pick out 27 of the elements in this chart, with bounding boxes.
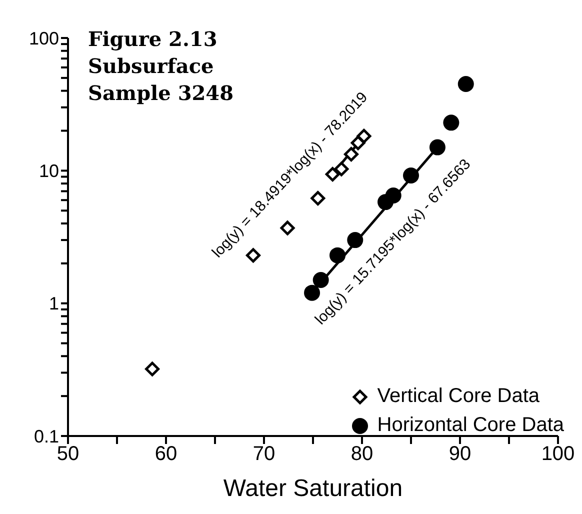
y-tick-label: 1: [48, 294, 59, 314]
text: Figure 2.13 Subsurface Sample 3248: [88, 26, 234, 107]
x-axis-title: Water Saturation: [223, 475, 403, 502]
point: [403, 167, 419, 184]
point: [325, 166, 340, 182]
point: [312, 272, 329, 288]
point: [334, 162, 349, 176]
y-tick-label: 100: [28, 28, 59, 48]
point: [145, 362, 160, 376]
point: [458, 76, 474, 92]
y-tick-label: 10: [38, 161, 59, 182]
x-tick-label: 100: [541, 443, 575, 466]
point: [280, 220, 295, 236]
point: [246, 248, 260, 263]
point: [330, 247, 346, 264]
point: [443, 114, 460, 131]
legend-label: Horizontal Core Data: [377, 413, 564, 438]
x-tick-label: 50: [56, 443, 80, 466]
x-tick-label: 90: [448, 443, 472, 466]
x-tick-label: 60: [154, 443, 178, 466]
point: [344, 146, 358, 162]
point: [385, 187, 402, 204]
y-tick-label: 0.1: [34, 426, 59, 446]
x-tick-label: 70: [252, 443, 276, 466]
x-tick-label: 80: [350, 443, 374, 466]
legend-label: Vertical Core Data: [377, 384, 540, 409]
point: [429, 139, 446, 156]
